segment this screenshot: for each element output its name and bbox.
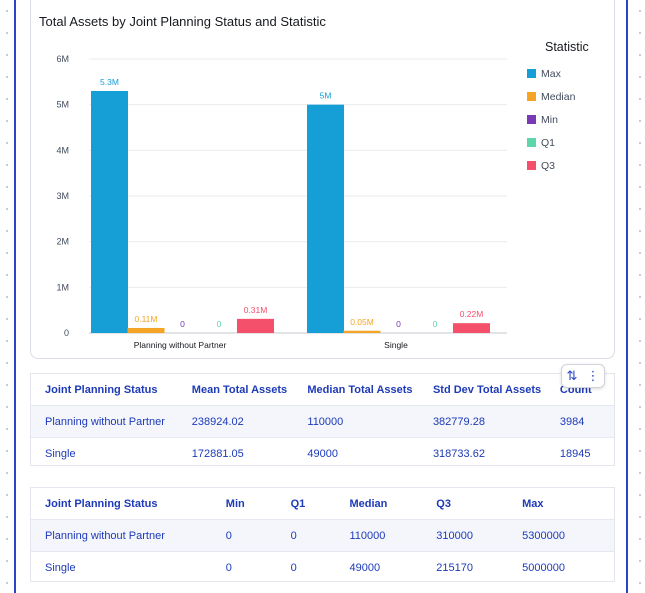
quartile-cell: Planning without Partner: [31, 519, 226, 552]
data-label: 0: [433, 319, 438, 329]
table-row: Planning without Partner 0 0 110000 310000 53…: [31, 519, 614, 552]
summary-table-header: Joint Planning Status Mean Total Assets Me…: [31, 374, 614, 406]
chart-title: Total Assets by Joint Planning Status an…: [39, 14, 326, 29]
summary-cell: 172881.05: [191, 437, 308, 465]
table-row: Planning without Partner 238924.02 110000 3…: [31, 405, 614, 438]
y-tick-label: 3M: [56, 191, 69, 201]
quartile-cell: 110000: [349, 519, 437, 552]
summary-cell: Planning without Partner: [31, 405, 192, 438]
legend-swatch: [527, 92, 536, 101]
right-dotted-guide: [637, 0, 643, 593]
table-tools: ⇅ ⋮: [561, 364, 605, 388]
legend-swatch: [527, 138, 536, 147]
y-tick-label: 6M: [56, 54, 69, 64]
data-label: 0: [396, 319, 401, 329]
legend-item[interactable]: Max: [527, 62, 589, 85]
data-label: 0.22M: [460, 309, 484, 319]
quartile-cell: 0: [225, 519, 291, 552]
data-label: 0: [217, 319, 222, 329]
quartile-table-header: Joint Planning Status Min Q1 Median Q3 Max: [31, 488, 614, 520]
quartile-header-cell[interactable]: Joint Planning Status: [45, 497, 158, 510]
quartile-cell: Single: [31, 551, 226, 581]
bar: [307, 104, 344, 334]
quartile-header-cell[interactable]: Q1: [290, 497, 306, 510]
bar: [127, 327, 165, 333]
bar: [91, 90, 128, 333]
quartile-table: Joint Planning Status Min Q1 Median Q3 Max Pl…: [30, 487, 615, 582]
legend-swatch: [527, 69, 536, 78]
more-options-icon[interactable]: ⋮: [586, 368, 600, 383]
quartile-cell: 310000: [436, 519, 523, 552]
quartile-cell: 49000: [349, 551, 437, 581]
summary-cell: 110000: [307, 405, 433, 438]
summary-cell: 382779.28: [432, 405, 560, 438]
data-label: 0.11M: [135, 314, 158, 324]
legend-label: Q3: [541, 159, 556, 172]
bar: [453, 323, 490, 333]
y-tick-label: 4M: [56, 145, 69, 155]
summary-cell: 318733.62: [432, 437, 560, 465]
legend-swatch: [527, 161, 536, 170]
summary-cell: 3984: [559, 405, 614, 438]
quartile-cell: 215170: [436, 551, 523, 581]
summary-table: Joint Planning Status Mean Total Assets Me…: [30, 373, 615, 466]
y-tick-label: 1M: [56, 282, 69, 292]
quartile-cell: 0: [225, 551, 291, 581]
quartile-cell: 5000000: [522, 551, 614, 581]
legend-item[interactable]: Q3: [527, 154, 589, 177]
summary-header-cell[interactable]: Median Total Assets: [307, 383, 413, 396]
y-tick-label: 2M: [56, 237, 69, 247]
legend-item[interactable]: Min: [527, 108, 589, 131]
y-tick-label: 5M: [56, 100, 69, 110]
quartile-cell: 0: [290, 551, 350, 581]
quartile-cell: 5300000: [522, 519, 614, 552]
legend-title: Statistic: [545, 40, 589, 54]
quartile-header-cell[interactable]: Max: [522, 497, 544, 510]
chart-card: Total Assets by Joint Planning Status an…: [30, 0, 615, 359]
legend-item[interactable]: Q1: [527, 131, 589, 154]
legend-label: Q1: [541, 136, 556, 149]
legend-swatch: [527, 115, 536, 124]
data-label: 0.31M: [244, 305, 268, 315]
y-tick-label: 0: [64, 328, 69, 338]
chart-legend: Statistic Max Median Min Q1 Q3: [527, 40, 589, 177]
quartile-header-cell[interactable]: Min: [225, 497, 245, 510]
legend-label: Min: [541, 113, 558, 126]
x-tick-label: Planning without Partner: [134, 340, 227, 350]
x-tick-label: Single: [384, 340, 408, 350]
summary-cell: Single: [31, 437, 192, 465]
left-dotted-guide: [4, 0, 10, 593]
quartile-header-cell[interactable]: Q3: [436, 497, 451, 510]
bar: [343, 330, 381, 333]
summary-cell: 238924.02: [191, 405, 308, 438]
bar: [237, 318, 274, 333]
summary-header-cell[interactable]: Std Dev Total Assets: [432, 383, 542, 396]
data-label: 5M: [320, 91, 332, 101]
summary-cell: 49000: [307, 437, 433, 465]
table-row: Single 0 0 49000 215170 5000000: [31, 551, 614, 581]
data-label: 5.3M: [100, 77, 119, 87]
data-label: 0.05M: [350, 317, 374, 327]
frame-border-right: [626, 0, 628, 593]
legend-item[interactable]: Median: [527, 85, 589, 108]
summary-header-cell[interactable]: Mean Total Assets: [191, 383, 288, 396]
sort-icon[interactable]: ⇅: [566, 368, 578, 383]
table-row: Single 172881.05 49000 318733.62 18945: [31, 437, 614, 465]
summary-header-cell[interactable]: Joint Planning Status: [45, 383, 158, 396]
bar-chart: 0 1M 2M 3M 4M 5M 6M 5.3M 0.11M 0 0 0.31M Planning wi…: [56, 54, 507, 350]
legend-label: Median: [541, 90, 576, 103]
legend-label: Max: [541, 67, 561, 80]
quartile-cell: 0: [290, 519, 350, 552]
quartile-header-cell[interactable]: Median: [349, 497, 388, 510]
data-label: 0: [180, 319, 185, 329]
frame-border-left: [14, 0, 16, 593]
summary-cell: 18945: [559, 437, 614, 465]
